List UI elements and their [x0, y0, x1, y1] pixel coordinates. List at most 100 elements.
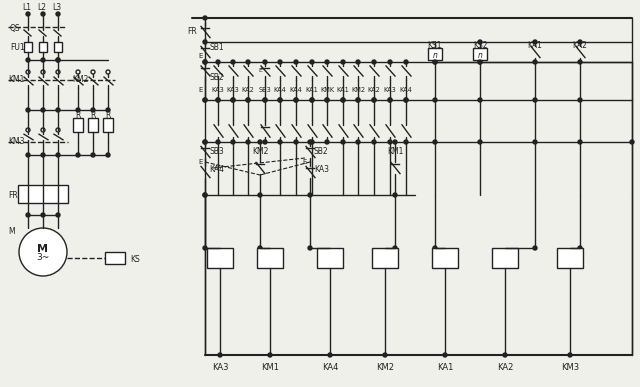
Text: KM3: KM3 [8, 137, 24, 147]
Circle shape [106, 153, 110, 157]
Text: KA4: KA4 [209, 166, 224, 175]
Circle shape [268, 353, 272, 357]
Bar [317, 248, 343, 268]
Text: KA2: KA2 [573, 41, 588, 50]
Text: KA1: KA1 [437, 363, 453, 372]
Circle shape [231, 98, 235, 102]
Text: KM1: KM1 [8, 75, 24, 84]
Bar [39, 42, 47, 52]
Bar [432, 248, 458, 268]
Circle shape [203, 140, 207, 144]
Circle shape [26, 12, 30, 16]
Circle shape [231, 60, 235, 64]
Circle shape [203, 98, 207, 102]
Circle shape [246, 98, 250, 102]
Circle shape [41, 108, 45, 112]
Circle shape [478, 140, 482, 144]
Circle shape [310, 60, 314, 64]
Bar [372, 248, 398, 268]
Circle shape [383, 353, 387, 357]
Text: SB2: SB2 [314, 147, 328, 156]
Circle shape [404, 98, 408, 102]
Circle shape [203, 98, 207, 102]
Circle shape [393, 193, 397, 197]
Text: n: n [477, 50, 483, 60]
Circle shape [630, 140, 634, 144]
Text: KA2: KA2 [497, 363, 513, 372]
Circle shape [433, 140, 437, 144]
Circle shape [76, 108, 80, 112]
Circle shape [56, 58, 60, 62]
Circle shape [308, 140, 312, 144]
Circle shape [433, 246, 437, 250]
Circle shape [91, 108, 95, 112]
Circle shape [278, 98, 282, 102]
Circle shape [325, 98, 329, 102]
Text: KA4: KA4 [322, 363, 338, 372]
Circle shape [246, 60, 250, 64]
Circle shape [216, 98, 220, 102]
Text: FU1: FU1 [10, 43, 24, 51]
Text: E: E [198, 53, 203, 59]
Text: L1: L1 [22, 3, 31, 12]
Circle shape [278, 140, 282, 144]
Circle shape [56, 108, 60, 112]
Text: KA3: KA3 [383, 87, 396, 93]
Circle shape [478, 60, 482, 64]
Circle shape [372, 140, 376, 144]
Circle shape [341, 140, 345, 144]
Circle shape [478, 40, 482, 44]
Bar [88, 118, 98, 132]
Circle shape [203, 193, 207, 197]
Text: SB1: SB1 [210, 43, 225, 53]
Circle shape [388, 140, 392, 144]
Circle shape [294, 140, 298, 144]
Circle shape [503, 353, 507, 357]
Circle shape [203, 246, 207, 250]
Text: KA4: KA4 [399, 87, 412, 93]
Circle shape [56, 153, 60, 157]
Circle shape [533, 140, 537, 144]
Circle shape [56, 12, 60, 16]
Bar [18, 185, 68, 203]
Circle shape [231, 98, 235, 102]
Circle shape [341, 98, 345, 102]
Bar [557, 248, 583, 268]
Text: KM2: KM2 [72, 75, 88, 84]
Circle shape [41, 153, 45, 157]
Circle shape [356, 98, 360, 102]
Bar [24, 42, 32, 52]
Circle shape [533, 246, 537, 250]
Text: KA2: KA2 [241, 87, 255, 93]
Circle shape [216, 98, 220, 102]
Text: KS2: KS2 [473, 41, 487, 50]
Circle shape [356, 98, 360, 102]
Circle shape [578, 98, 582, 102]
Circle shape [393, 140, 397, 144]
Circle shape [203, 140, 207, 144]
Circle shape [433, 98, 437, 102]
Circle shape [393, 246, 397, 250]
Text: KM2: KM2 [252, 147, 268, 156]
Circle shape [578, 246, 582, 250]
Circle shape [308, 246, 312, 250]
Circle shape [246, 140, 250, 144]
Circle shape [263, 98, 267, 102]
Circle shape [578, 140, 582, 144]
Bar [257, 248, 283, 268]
Circle shape [263, 140, 267, 144]
Text: M: M [38, 244, 49, 254]
Text: M: M [8, 228, 15, 236]
Circle shape [388, 98, 392, 102]
Circle shape [372, 98, 376, 102]
Circle shape [26, 58, 30, 62]
Circle shape [278, 98, 282, 102]
Bar [473, 48, 487, 60]
Text: E: E [198, 87, 203, 93]
Text: QS: QS [10, 24, 20, 33]
Circle shape [443, 353, 447, 357]
Circle shape [216, 60, 220, 64]
Circle shape [341, 60, 345, 64]
Text: E: E [198, 159, 203, 165]
Bar [103, 118, 113, 132]
